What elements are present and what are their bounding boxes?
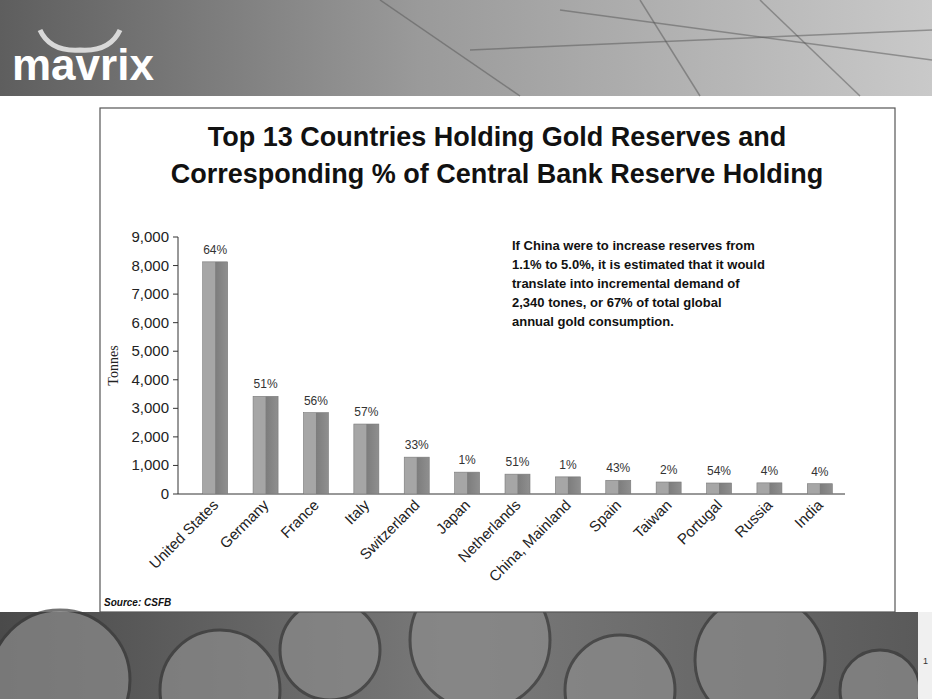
- x-tick-label: United States: [146, 496, 222, 572]
- share-label: 1%: [458, 453, 476, 467]
- share-label: 51%: [254, 377, 278, 391]
- x-tick-label: Italy: [341, 496, 373, 528]
- y-tick: [173, 294, 178, 295]
- y-tick-label: 1,000: [131, 456, 169, 473]
- x-tick-label: India: [791, 496, 826, 531]
- coin: [565, 635, 675, 699]
- bar: [303, 413, 328, 494]
- bar: [404, 457, 429, 494]
- coin: [280, 600, 380, 699]
- bar: [505, 474, 530, 494]
- x-tick-label: Spain: [585, 496, 624, 535]
- x-tick-label: France: [277, 496, 322, 541]
- bar: [656, 482, 681, 494]
- y-tick-label: 5,000: [131, 342, 169, 359]
- y-tick: [173, 379, 178, 380]
- y-tick: [173, 265, 178, 266]
- y-tick: [173, 465, 178, 466]
- y-tick: [173, 351, 178, 352]
- y-tick-label: 2,000: [131, 428, 169, 445]
- y-tick: [173, 494, 178, 495]
- y-tick: [173, 322, 178, 323]
- annotation-line: annual gold consumption.: [512, 314, 674, 329]
- x-tick-label: China, Mainland: [485, 496, 574, 585]
- title-line: Top 13 Countries Holding Gold Reserves a…: [208, 122, 787, 152]
- x-tick-label: Japan: [432, 496, 473, 537]
- x-tick-label: Taiwan: [630, 496, 675, 541]
- y-tick: [173, 237, 178, 238]
- y-tick-label: 8,000: [131, 257, 169, 274]
- chart-title: Top 13 Countries Holding Gold Reserves a…: [171, 122, 824, 189]
- source: Source: CSFB: [104, 597, 171, 608]
- header-banner: [0, 0, 932, 96]
- coin: [160, 630, 280, 699]
- logo: mavrix: [12, 40, 154, 89]
- share-label: 4%: [761, 464, 779, 478]
- annotation-line: 2,340 tones, or 67% of total global: [512, 295, 722, 310]
- share-label: 57%: [354, 405, 378, 419]
- bars: [203, 262, 833, 494]
- y-tick-label: 7,000: [131, 285, 169, 302]
- y-tick-label: 9,000: [131, 228, 169, 245]
- share-label: 33%: [405, 438, 429, 452]
- bar: [455, 472, 480, 494]
- x-tick-label: Portugal: [674, 496, 726, 548]
- share-label: 54%: [707, 464, 731, 478]
- y-tick: [173, 408, 178, 409]
- x-tick-label: Germany: [216, 496, 272, 552]
- x-tick-label: Switzerland: [356, 496, 423, 563]
- banner-line: [560, 10, 932, 60]
- y-axis: [178, 237, 179, 494]
- share-label: 4%: [811, 465, 829, 479]
- slide: mavrix 1 Top 13 Countries Holding Gold Res…: [0, 0, 932, 699]
- bar: [555, 477, 580, 494]
- bar: [354, 424, 379, 494]
- share-label: 51%: [505, 455, 529, 469]
- bar: [253, 396, 278, 494]
- bar: [757, 483, 782, 494]
- annotation-line: 1.1% to 5.0%, it is estimated that it wo…: [512, 257, 765, 272]
- y-tick-label: 3,000: [131, 399, 169, 416]
- banner-line: [470, 30, 932, 50]
- y-axis-title: Tonnes: [106, 345, 121, 385]
- title-line: Corresponding % of Central Bank Reserve …: [171, 159, 824, 189]
- share-label: 64%: [203, 243, 227, 257]
- y-tick: [173, 436, 178, 437]
- banner-line: [760, 0, 860, 96]
- coin: [840, 650, 920, 699]
- page-number: 1: [923, 656, 928, 666]
- share-label: 43%: [606, 461, 630, 475]
- annotation-line: If China were to increase reserves from: [512, 238, 755, 253]
- footer-strip: [918, 612, 932, 699]
- bar: [707, 483, 732, 494]
- bar: [606, 480, 631, 494]
- x-tick-label: Russia: [731, 496, 776, 541]
- y-tick-label: 4,000: [131, 371, 169, 388]
- banner-line: [640, 0, 700, 96]
- annotation: If China were to increase reserves from 1…: [512, 238, 765, 329]
- y-tick-label: 0: [161, 485, 169, 502]
- share-label: 2%: [660, 463, 678, 477]
- bar: [203, 262, 228, 494]
- share-label: 1%: [559, 458, 577, 472]
- annotation-line: translate into incremental demand of: [512, 276, 740, 291]
- coin: [0, 610, 130, 699]
- share-label: 56%: [304, 394, 328, 408]
- chart-frame: [100, 108, 895, 612]
- y-tick-label: 6,000: [131, 314, 169, 331]
- bar: [807, 484, 832, 494]
